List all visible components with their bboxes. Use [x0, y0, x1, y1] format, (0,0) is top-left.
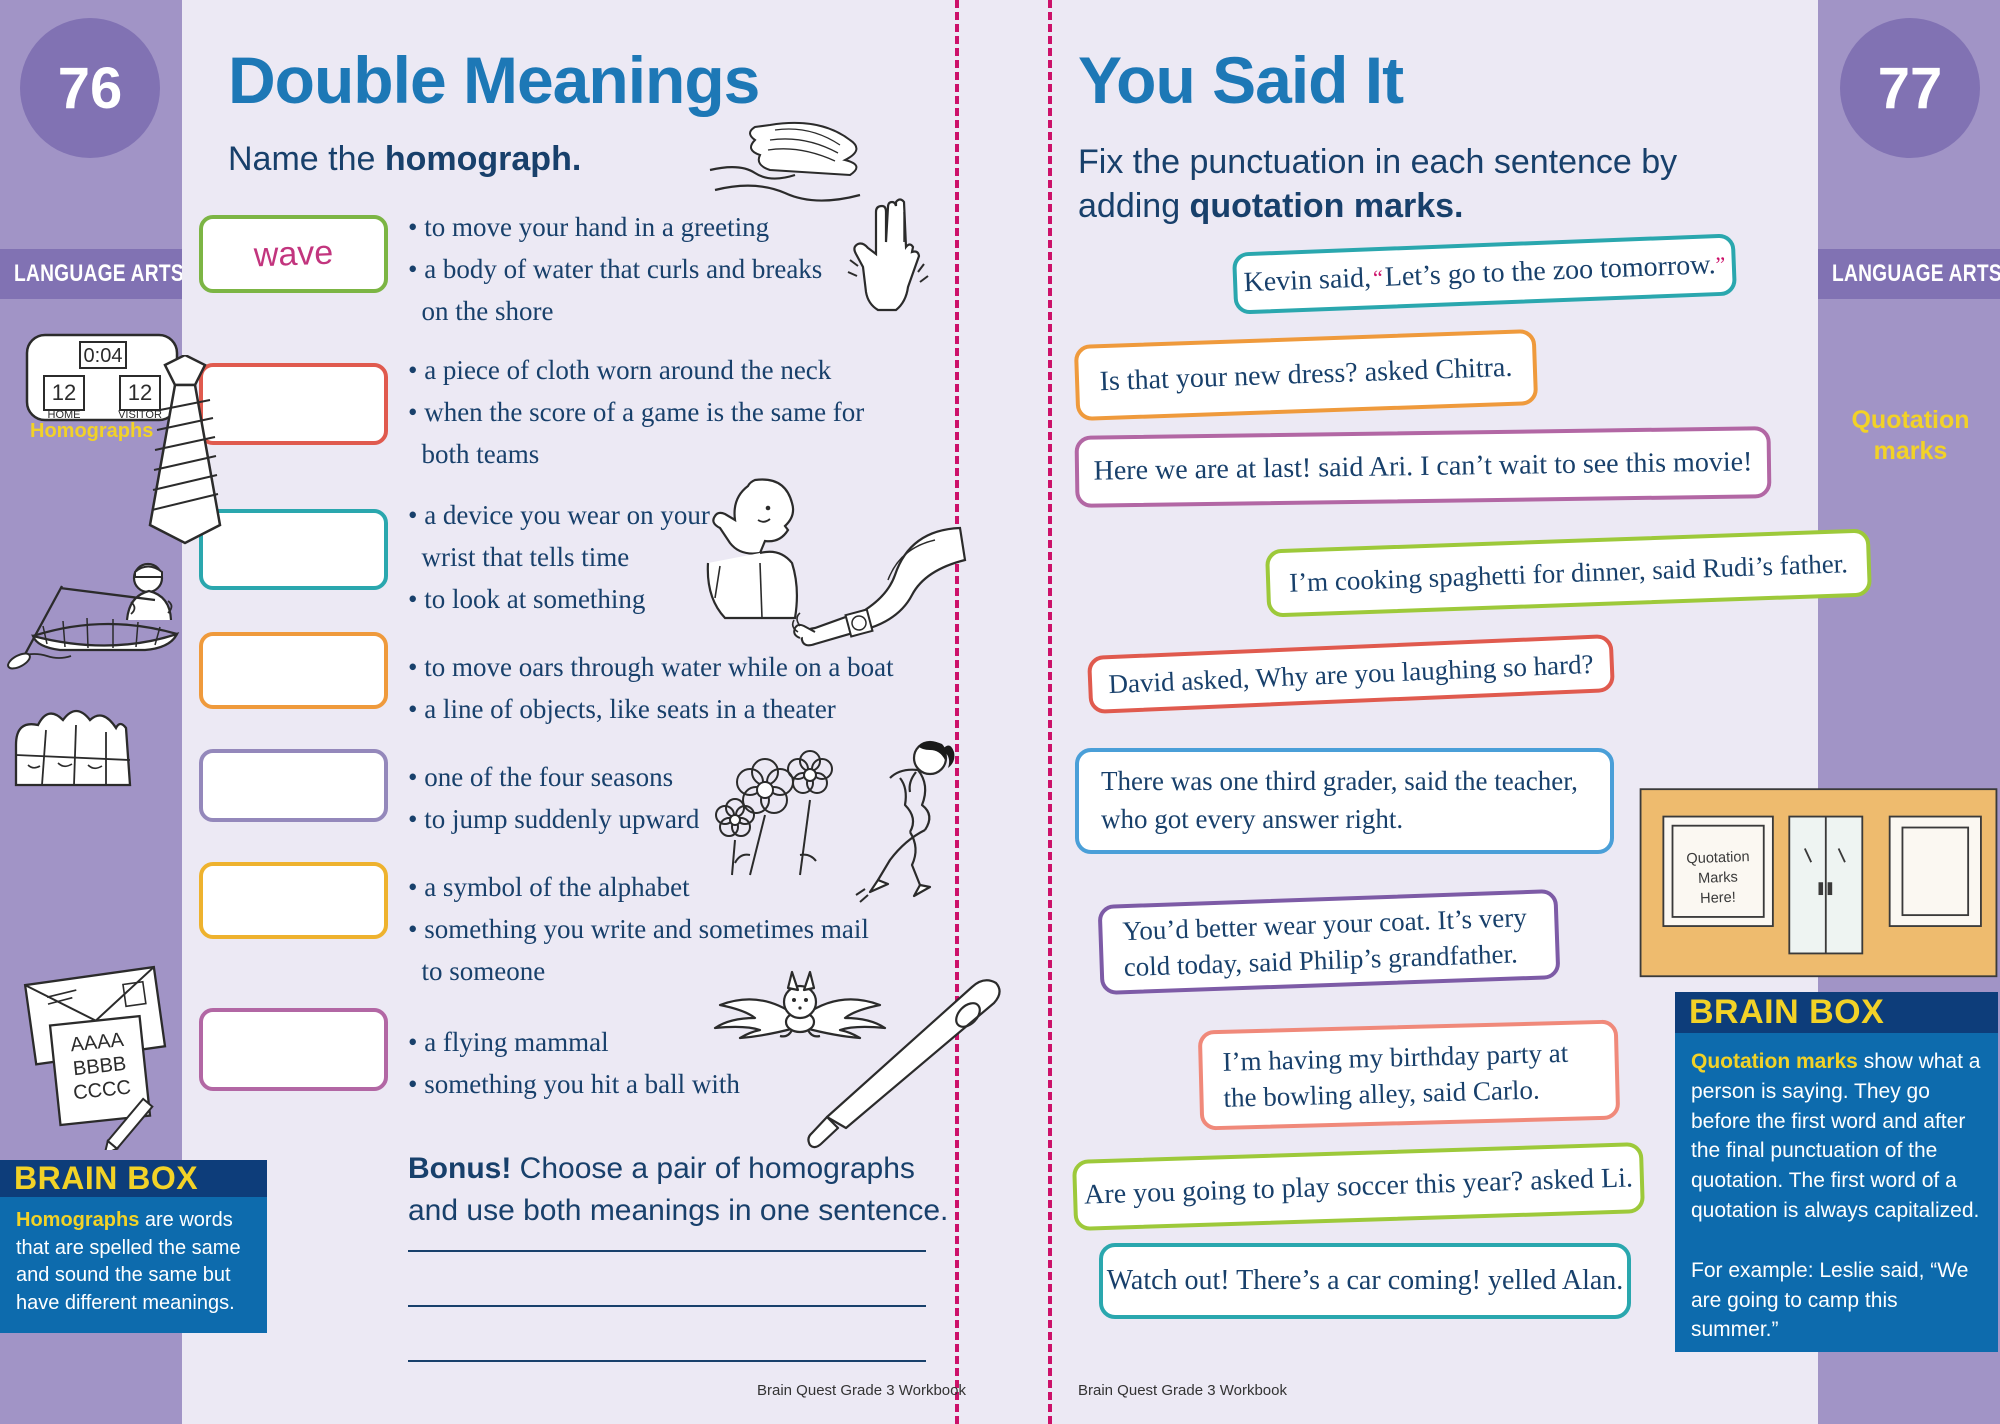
svg-text:Quotation: Quotation — [1686, 849, 1750, 867]
svg-text:12: 12 — [52, 380, 76, 405]
svg-text:HOME: HOME — [48, 409, 81, 421]
svg-text:Here!: Here! — [1700, 890, 1736, 907]
svg-text:Marks: Marks — [1698, 870, 1738, 887]
svg-text:0:04: 0:04 — [84, 345, 123, 367]
